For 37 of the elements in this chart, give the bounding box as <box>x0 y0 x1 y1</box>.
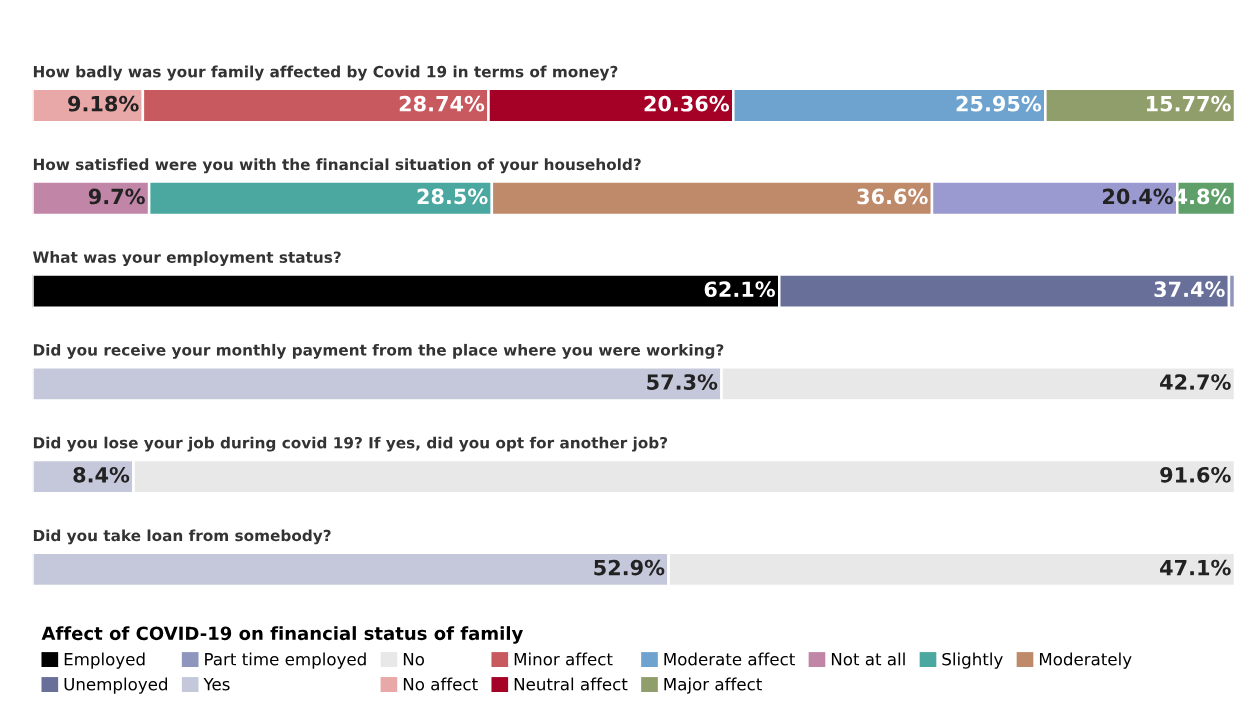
legend-label: Moderate affect <box>664 652 795 666</box>
data-label: 9.18% <box>68 95 139 112</box>
y-tick-label: Did you receive your monthly payment from the place where you were working? <box>33 343 724 359</box>
data-label: 25.95% <box>956 95 1042 112</box>
data-label: 9.7% <box>88 188 145 205</box>
legend-label: Part time employed <box>205 652 366 669</box>
legend-label: Major affect <box>664 677 762 694</box>
data-label: 28.5% <box>417 188 488 205</box>
data-label: 47.1% <box>1160 559 1231 576</box>
legend-label: Employed <box>64 652 145 669</box>
y-tick-label: Did you lose your job during covid 19? If yes, did you opt for another job? <box>33 436 668 452</box>
data-label: 28.74% <box>399 95 485 112</box>
legend-label: Yes <box>203 678 230 691</box>
legend-label: Slightly <box>942 652 1003 669</box>
legend-label: Neutral affect <box>514 677 628 691</box>
y-tick-label: Did you take loan from somebody? <box>33 529 331 545</box>
data-label: 36.6% <box>857 188 928 205</box>
data-label: 91.6% <box>1160 466 1231 483</box>
data-label: 8.4% <box>73 466 130 483</box>
y-tick-label: How satisfied were you with the financial situation of your household? <box>33 158 641 174</box>
legend-label: Moderately <box>1039 652 1132 669</box>
legend-label: Not at all <box>831 652 905 666</box>
y-tick-label: What was your employment status? <box>32 251 341 267</box>
legend-label: No affect <box>403 677 478 691</box>
legend-label: No <box>403 653 425 666</box>
data-label: 20.4% <box>1103 188 1174 205</box>
data-label: 57.3% <box>647 374 718 390</box>
legend-title: Affect of COVID-19 on financial status of family <box>41 626 523 644</box>
legend-label: Minor affect <box>514 652 613 666</box>
data-label: 20.36% <box>644 95 730 112</box>
data-label: 52.9% <box>594 559 665 576</box>
y-tick-label: How badly was your family affected by Covid 19 in terms of money? <box>33 65 618 81</box>
data-label: 15.77% <box>1146 95 1231 112</box>
data-label: 37.4% <box>1154 281 1225 298</box>
data-label: 42.7% <box>1160 374 1231 390</box>
data-label: 62.1% <box>704 281 775 298</box>
legend-label: Unemployed <box>64 677 167 694</box>
